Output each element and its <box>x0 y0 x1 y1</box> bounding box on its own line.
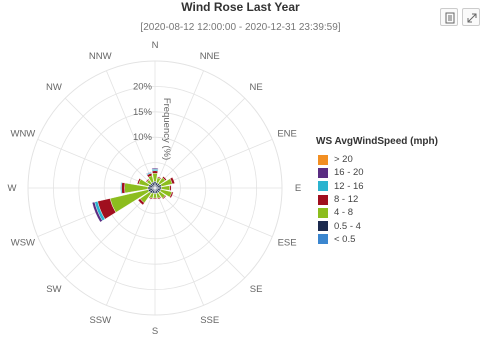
legend-title: WS AvgWindSpeed (mph) <box>316 136 438 147</box>
direction-label-ese: ESE <box>278 238 297 249</box>
petal-ssw-3 <box>148 196 153 200</box>
grid-spoke <box>106 187 156 306</box>
legend-swatch <box>318 154 328 165</box>
petal-ene-3 <box>169 176 176 185</box>
legend-label: < 0.5 <box>334 233 356 245</box>
direction-label-wsw: WSW <box>11 238 35 249</box>
petal-s-4 <box>153 193 157 199</box>
petal-se-3 <box>162 195 167 200</box>
grid-spoke <box>106 70 156 189</box>
export-button[interactable] <box>440 8 458 26</box>
petal-n-3 <box>151 170 159 174</box>
legend-swatch <box>318 207 328 218</box>
petal-e-3 <box>169 185 172 191</box>
petal-nw-3 <box>145 178 150 183</box>
legend-label: 4 - 8 <box>334 207 354 219</box>
petal-nne-3 <box>157 176 162 180</box>
direction-label-sse: SSE <box>200 315 219 326</box>
export-icon <box>445 12 455 24</box>
petal-n-1 <box>151 167 159 170</box>
direction-label-wnw: WNW <box>10 128 35 139</box>
legend-swatch <box>318 234 328 245</box>
grid-spoke <box>154 139 273 189</box>
legend-swatch <box>318 167 328 178</box>
petal-wnw-3 <box>136 178 142 185</box>
grid-spoke <box>154 187 273 237</box>
grid-spoke <box>64 187 156 279</box>
direction-label-se: SE <box>250 284 263 295</box>
polar-grid <box>27 60 283 316</box>
petal-s-3 <box>152 197 158 200</box>
direction-label-nnw: NNW <box>89 51 112 62</box>
direction-label-sw: SW <box>46 284 61 295</box>
petal-sw-3 <box>137 198 145 206</box>
direction-label-n: N <box>152 40 159 51</box>
direction-label-s: S <box>152 326 158 337</box>
radial-tick-labels: 10% 15% 20% <box>133 81 153 143</box>
legend-label: 8 - 12 <box>334 194 359 206</box>
direction-labels: N NNE NE ENE E ESE SE SSE S SSW SW WSW W WNW NW NNW <box>8 40 302 337</box>
legend-label: 16 - 20 <box>334 167 364 179</box>
expand-icon <box>467 13 477 23</box>
legend-swatch <box>318 221 328 232</box>
grid-spoke <box>154 187 204 306</box>
direction-label-ssw: SSW <box>89 315 111 326</box>
legend-item[interactable]: 16 - 20 <box>316 166 438 179</box>
legend-item[interactable]: 8 - 12 <box>316 193 438 206</box>
legend-item[interactable]: 0.5 - 4 <box>316 219 438 232</box>
petal-nnw-1 <box>145 171 152 175</box>
direction-label-e: E <box>295 183 301 194</box>
petal-wsw-1 <box>91 201 103 223</box>
radial-tick-label: 10% <box>133 132 153 143</box>
grid-spoke <box>154 97 246 189</box>
chart-title: Wind Rose Last Year <box>181 0 300 14</box>
radial-axis-label: Frequency (%) <box>161 98 172 160</box>
direction-label-ne: NE <box>250 82 263 93</box>
wind-rose-petals <box>91 167 176 223</box>
legend: WS AvgWindSpeed (mph) > 20 16 - 20 12 - 16… <box>316 136 438 246</box>
expand-button[interactable] <box>462 8 480 26</box>
legend-label: 0.5 - 4 <box>334 220 361 232</box>
direction-label-w: W <box>8 183 17 194</box>
legend-swatch <box>318 181 328 192</box>
legend-item[interactable]: < 0.5 <box>316 233 438 246</box>
radial-tick-label: 15% <box>133 107 153 118</box>
petal-w-3 <box>121 182 126 194</box>
petal-ne-3 <box>162 176 167 181</box>
radial-tick-label: 20% <box>133 81 153 92</box>
legend-item[interactable]: > 20 <box>316 153 438 166</box>
legend-item[interactable]: 4 - 8 <box>316 206 438 219</box>
legend-item[interactable]: 12 - 16 <box>316 180 438 193</box>
grid-spoke <box>37 139 156 189</box>
grid-spoke <box>154 187 246 279</box>
legend-label: 12 - 16 <box>334 180 364 192</box>
legend-swatch <box>318 194 328 205</box>
direction-label-nne: NNE <box>200 51 220 62</box>
chart-subtitle: [2020-08-12 12:00:00 - 2020-12-31 23:39:… <box>140 22 341 33</box>
petal-ese-3 <box>169 191 174 199</box>
legend-label: > 20 <box>334 154 353 166</box>
grid-spoke <box>154 70 204 189</box>
direction-label-nw: NW <box>46 82 62 93</box>
petal-sse-3 <box>157 196 162 200</box>
grid-spoke <box>64 97 156 189</box>
petal-w-2 <box>120 182 123 194</box>
direction-label-ene: ENE <box>277 128 297 139</box>
